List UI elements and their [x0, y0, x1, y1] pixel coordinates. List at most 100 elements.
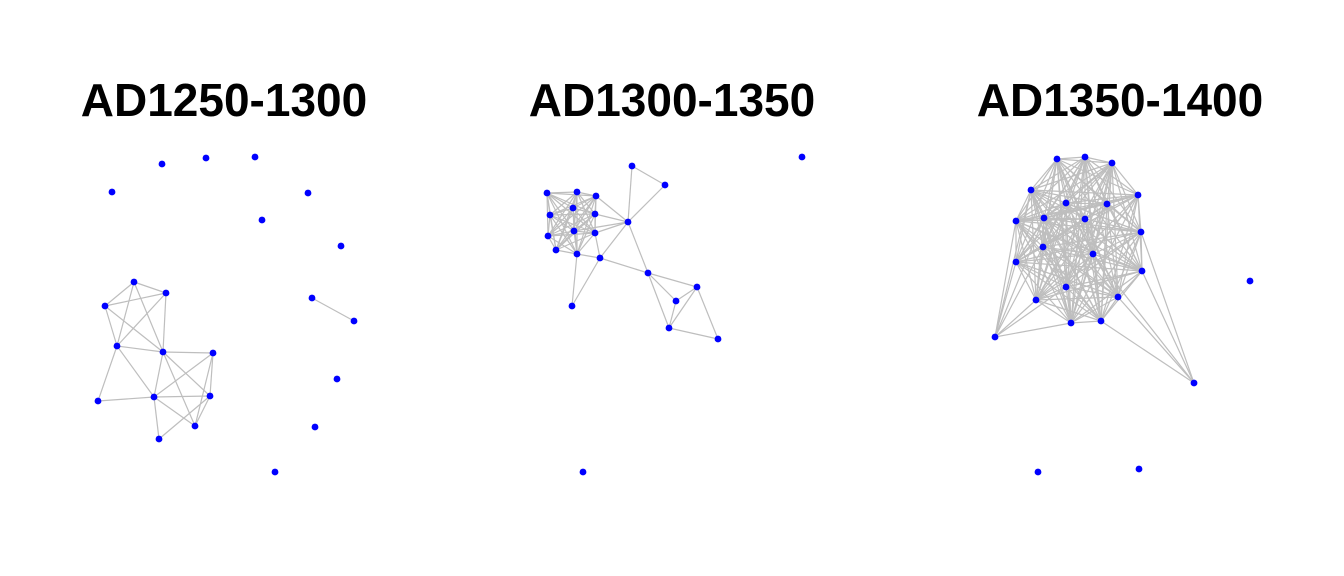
network-edge: [153, 395, 211, 398]
network-node: [1134, 191, 1142, 199]
network-node: [591, 210, 599, 218]
network-node: [1135, 465, 1143, 473]
network-edge: [1043, 217, 1102, 322]
network-edge: [97, 396, 155, 402]
panel-ad1250-1300: AD1250-1300: [0, 0, 448, 576]
network-edge: [696, 286, 719, 340]
network-edge: [994, 220, 1017, 338]
network-edge: [1030, 189, 1139, 196]
network-edge: [546, 192, 597, 197]
network-edge: [1065, 270, 1143, 288]
network-node: [162, 289, 170, 297]
network-node: [251, 153, 259, 161]
network-edge: [1030, 189, 1094, 255]
network-edge: [1092, 231, 1142, 255]
network-node: [202, 154, 210, 162]
network-edge: [555, 232, 596, 251]
network-edge: [1015, 220, 1102, 322]
network-node: [693, 283, 701, 291]
network-edge: [1030, 189, 1086, 220]
panel-title: AD1300-1350: [528, 74, 816, 126]
network-edge: [133, 281, 167, 294]
network-node: [591, 229, 599, 237]
network-edge: [1043, 217, 1143, 272]
network-edge: [1100, 296, 1119, 322]
network-edge: [547, 195, 597, 237]
network-node: [552, 246, 560, 254]
network-edge: [555, 230, 575, 251]
network-node: [108, 188, 116, 196]
network-node: [1081, 215, 1089, 223]
network-edge: [153, 351, 164, 398]
network-node: [191, 422, 199, 430]
network-node: [644, 269, 652, 277]
network-edge: [1100, 270, 1143, 322]
network-node: [1039, 243, 1047, 251]
panel-ad1350-1400: AD1350-1400: [896, 0, 1344, 576]
network-node: [1108, 159, 1116, 167]
network-edge: [994, 299, 1037, 338]
network-edge: [631, 165, 666, 186]
network-node: [271, 468, 279, 476]
network-node: [714, 335, 722, 343]
network-node: [206, 392, 214, 400]
network-node: [113, 342, 121, 350]
network-edge: [599, 221, 629, 259]
network-edge: [1070, 156, 1086, 324]
node-layer: [543, 153, 806, 476]
network-edge: [1084, 156, 1113, 164]
network-edge: [153, 396, 196, 427]
network-edge: [647, 272, 677, 302]
network-edge: [1043, 217, 1086, 220]
network-edge: [1042, 246, 1067, 288]
network-edge: [1065, 286, 1102, 322]
network-edge: [1065, 286, 1119, 298]
network-edge: [668, 300, 677, 329]
panel-title: AD1250-1300: [80, 74, 368, 126]
network-edge: [1065, 253, 1094, 288]
network-edge: [1106, 203, 1142, 233]
network-edge: [1100, 194, 1139, 322]
network-edge: [1111, 162, 1139, 196]
network-node: [573, 250, 581, 258]
network-node: [579, 468, 587, 476]
network-node: [159, 348, 167, 356]
network-node: [1114, 293, 1122, 301]
network-edge: [1070, 253, 1094, 324]
network-edge: [1043, 217, 1119, 298]
network-node: [1027, 186, 1035, 194]
network-edge: [599, 257, 649, 274]
network-edge: [994, 322, 1072, 338]
network-node: [1012, 217, 1020, 225]
network-edge: [1043, 203, 1108, 219]
network-edge: [1117, 296, 1195, 384]
network-edge: [1092, 253, 1195, 384]
network-edge: [104, 281, 135, 307]
network-node: [1040, 214, 1048, 222]
network-edge: [668, 286, 698, 329]
network-edge: [162, 351, 211, 397]
network-node: [624, 218, 632, 226]
network-edge: [116, 345, 155, 398]
network-edge: [549, 213, 596, 216]
network-edge: [994, 246, 1044, 338]
network-edge: [1140, 231, 1195, 384]
network-edge: [1056, 158, 1139, 196]
network-node: [209, 349, 217, 357]
network-edge: [1065, 218, 1086, 288]
network-edge: [1015, 261, 1119, 298]
network-edge: [1140, 231, 1143, 272]
network-node: [546, 211, 554, 219]
network-edge: [1092, 253, 1102, 322]
network-edge: [1042, 246, 1143, 272]
network-edge: [1015, 261, 1143, 272]
network-graph: [94, 153, 358, 476]
network-edge: [1015, 218, 1086, 222]
network-edge: [555, 249, 578, 255]
network-node: [1081, 153, 1089, 161]
node-layer: [991, 153, 1254, 476]
network-graph: [543, 153, 806, 476]
network-edge: [1015, 261, 1037, 301]
network-edge: [1117, 194, 1139, 298]
